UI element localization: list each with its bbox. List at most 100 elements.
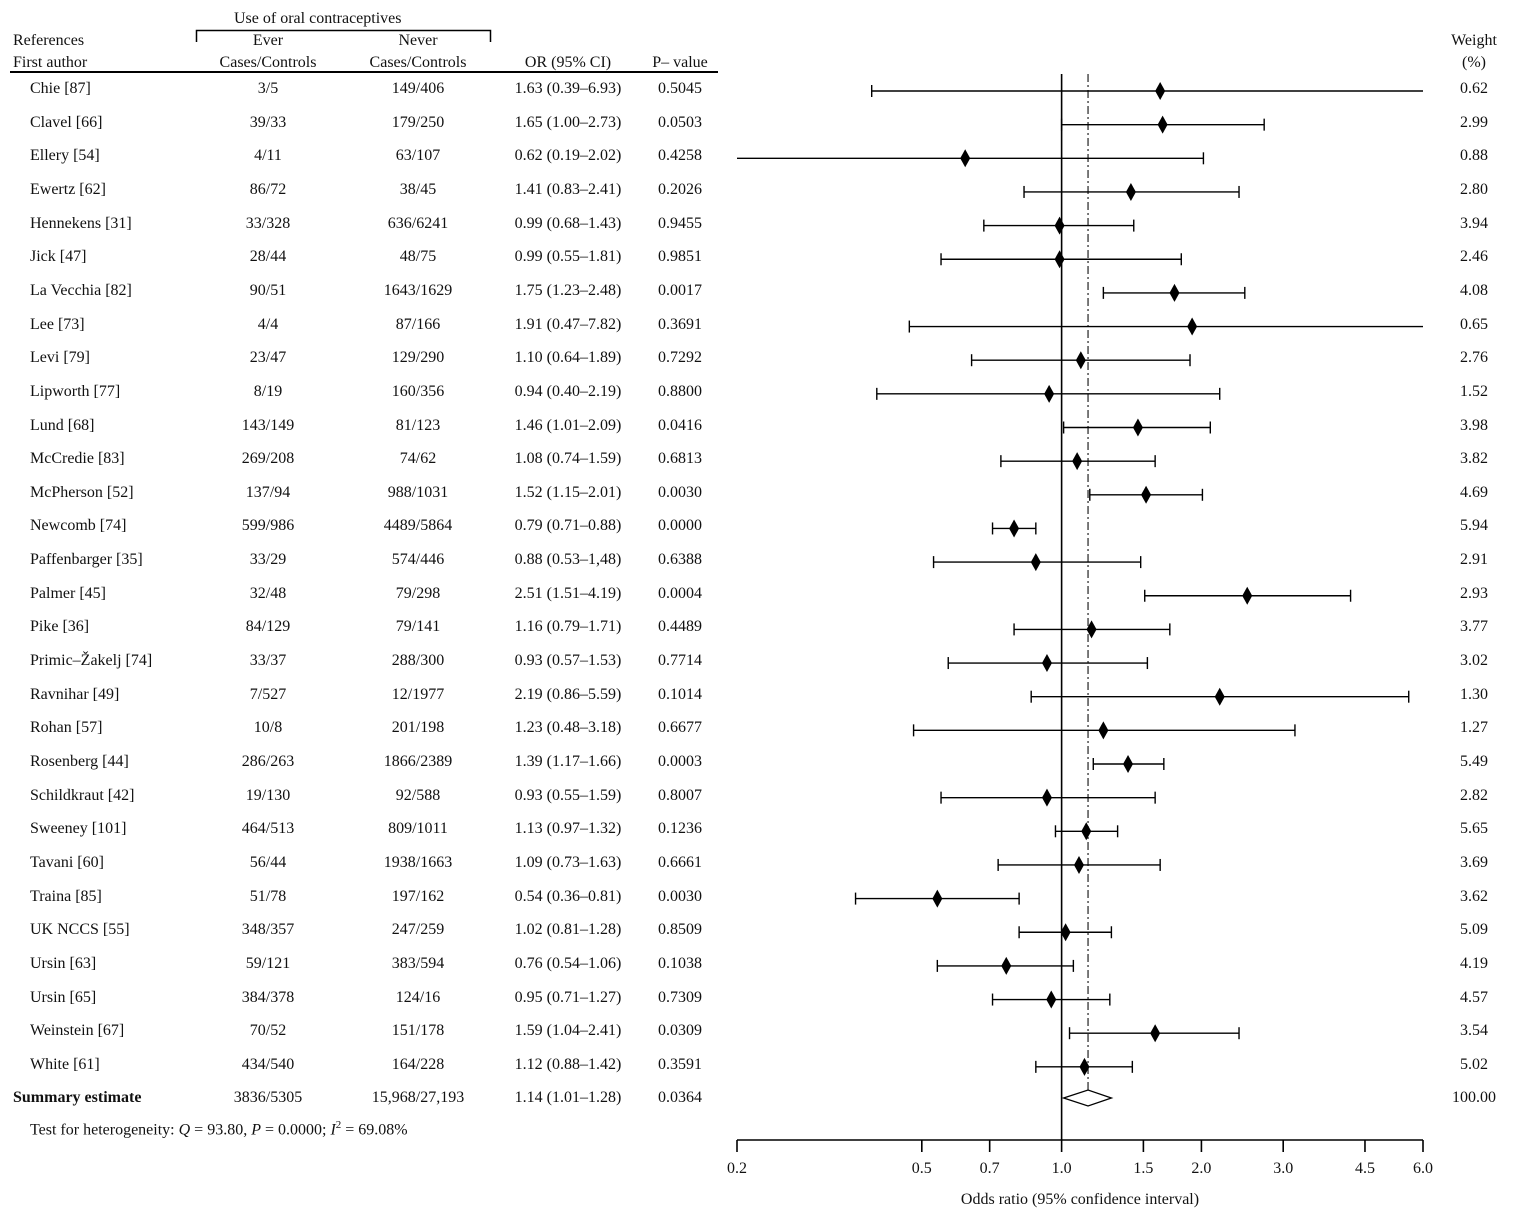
point-estimate-diamond <box>1054 216 1065 235</box>
never-cell: 81/123 <box>395 416 441 434</box>
reference-cell: Weinstein [67] <box>30 1022 125 1040</box>
p-value-cell: 0.0003 <box>658 753 702 770</box>
weight-cell: 4.19 <box>1460 954 1488 972</box>
p-value-cell: 0.7292 <box>658 349 702 367</box>
point-estimate-diamond <box>1075 351 1086 370</box>
ever-cell: 56/44 <box>249 853 287 871</box>
reference-cell: Paffenbarger [35] <box>30 551 143 569</box>
p-value-cell: 0.8007 <box>658 786 702 804</box>
point-estimate-diamond <box>1009 519 1020 538</box>
weight-cell: 2.99 <box>1460 113 1488 131</box>
ever-cell: 8/19 <box>253 382 283 400</box>
never-cell: 574/446 <box>391 551 445 569</box>
p-value-header: P– value <box>652 54 708 71</box>
p-value-cell: 0.6813 <box>658 450 702 468</box>
ever-cell: 4/4 <box>257 315 279 333</box>
or-ci-cell: 0.62 (0.19–2.02) <box>514 147 622 165</box>
ever-cell: 86/72 <box>249 180 287 198</box>
ever-cell: 10/8 <box>253 719 283 737</box>
ever-cell: 33/328 <box>245 214 291 232</box>
point-estimate-diamond <box>932 889 943 908</box>
never-cell: 1938/1663 <box>383 853 453 871</box>
reference-cell: Clavel [66] <box>30 113 103 131</box>
ever-cell: 4/11 <box>254 147 282 165</box>
or-ci-cell: 0.99 (0.68–1.43) <box>514 214 622 232</box>
group-bracket <box>195 29 492 42</box>
weight-cell: 3.77 <box>1460 618 1488 636</box>
or-ci-cell: 1.39 (1.17–1.66) <box>514 753 622 770</box>
reference-cell: Traina [85] <box>30 887 102 905</box>
ever-cell: 464/513 <box>241 820 295 838</box>
p-value-cell: 0.6388 <box>658 551 702 569</box>
ever-cell: 269/208 <box>241 450 295 468</box>
or-ci-cell: 1.52 (1.15–2.01) <box>514 483 622 501</box>
ever-cell: 384/378 <box>241 988 295 1006</box>
summary-reference-cell: Summary estimate <box>13 1089 142 1106</box>
weight-cell: 1.27 <box>1460 719 1488 737</box>
never-cell: 12/1977 <box>391 685 445 703</box>
ever-cell: 70/52 <box>249 1022 287 1040</box>
reference-cell: La Vecchia [82] <box>30 281 132 299</box>
p-value-cell: 0.9851 <box>658 248 702 266</box>
never-cell: 4489/5864 <box>383 517 453 535</box>
reference-cell: Chie [87] <box>30 80 91 97</box>
or-ci-cell: 1.46 (1.01–2.09) <box>514 416 622 434</box>
weight-cell: 2.46 <box>1460 248 1488 266</box>
never-header: Never <box>398 32 438 49</box>
point-estimate-diamond <box>1081 822 1092 841</box>
reference-cell: Ursin [63] <box>30 954 97 972</box>
point-estimate-diamond <box>1041 788 1052 807</box>
point-estimate-diamond <box>1214 687 1225 706</box>
weight-cell: 2.82 <box>1460 786 1488 804</box>
point-estimate-diamond <box>1060 923 1071 942</box>
ever-cell: 599/986 <box>241 517 295 535</box>
reference-cell: Tavani [60] <box>30 853 104 871</box>
weight-cell: 4.08 <box>1460 281 1488 299</box>
or-ci-cell: 1.91 (0.47–7.82) <box>514 315 622 333</box>
or-ci-cell: 1.16 (0.79–1.71) <box>514 618 622 636</box>
or-ci-cell: 1.63 (0.39–6.93) <box>514 80 622 97</box>
p-value-cell: 0.1014 <box>658 685 702 703</box>
reference-cell: Primic–Žakelj [74] <box>30 652 153 670</box>
point-estimate-diamond <box>1125 182 1136 201</box>
first-author-header: First author <box>13 54 88 71</box>
never-cell: 92/588 <box>395 786 441 804</box>
reference-cell: McCredie [83] <box>30 450 125 468</box>
p-value-cell: 0.0030 <box>658 887 702 905</box>
never-cell: 48/75 <box>399 248 437 266</box>
point-estimate-diamond <box>1187 317 1198 336</box>
or-ci-cell: 0.93 (0.55–1.59) <box>514 786 622 804</box>
p-value-cell: 0.1236 <box>658 820 702 838</box>
point-estimate-diamond <box>1086 620 1097 639</box>
p-value-cell: 0.0017 <box>658 281 702 299</box>
point-estimate-diamond <box>1001 956 1012 975</box>
p-value-cell: 0.0030 <box>658 483 702 501</box>
weight-cell: 2.91 <box>1460 551 1488 569</box>
point-estimate-diamond <box>1157 115 1168 134</box>
i-symbol: I <box>330 1121 336 1139</box>
q-value: = 93.80, <box>190 1121 252 1139</box>
or-ci-cell: 1.02 (0.81–1.28) <box>514 921 622 939</box>
oral-contraceptives-group-label: Use of oral contraceptives <box>234 10 402 27</box>
weight-header: Weight <box>1451 32 1497 49</box>
ever-header: Ever <box>252 32 284 49</box>
ever-cell: 28/44 <box>249 248 287 266</box>
p-value-cell: 0.5045 <box>658 80 702 97</box>
ever-cell: 3/5 <box>257 80 279 97</box>
point-estimate-diamond <box>1242 586 1253 605</box>
p-value-cell: 0.0503 <box>658 113 702 131</box>
x-tick-label: 1.5 <box>1133 1160 1153 1177</box>
x-tick-label: 3.0 <box>1273 1160 1293 1177</box>
weight-cell: 2.93 <box>1460 584 1488 602</box>
weight-cell: 3.54 <box>1460 1022 1488 1040</box>
point-estimate-diamond <box>1150 1024 1161 1043</box>
point-estimate-diamond <box>1046 990 1057 1009</box>
x-tick-label: 4.5 <box>1355 1160 1375 1177</box>
or-ci-cell: 0.76 (0.54–1.06) <box>514 954 622 972</box>
summary-never-cell: 15,968/27,193 <box>371 1089 465 1106</box>
p-value-cell: 0.3591 <box>658 1055 702 1073</box>
reference-cell: Ewertz [62] <box>30 180 106 198</box>
x-axis-label: Odds ratio (95% confidence interval) <box>960 1191 1200 1208</box>
reference-cell: Lund [68] <box>30 416 95 434</box>
